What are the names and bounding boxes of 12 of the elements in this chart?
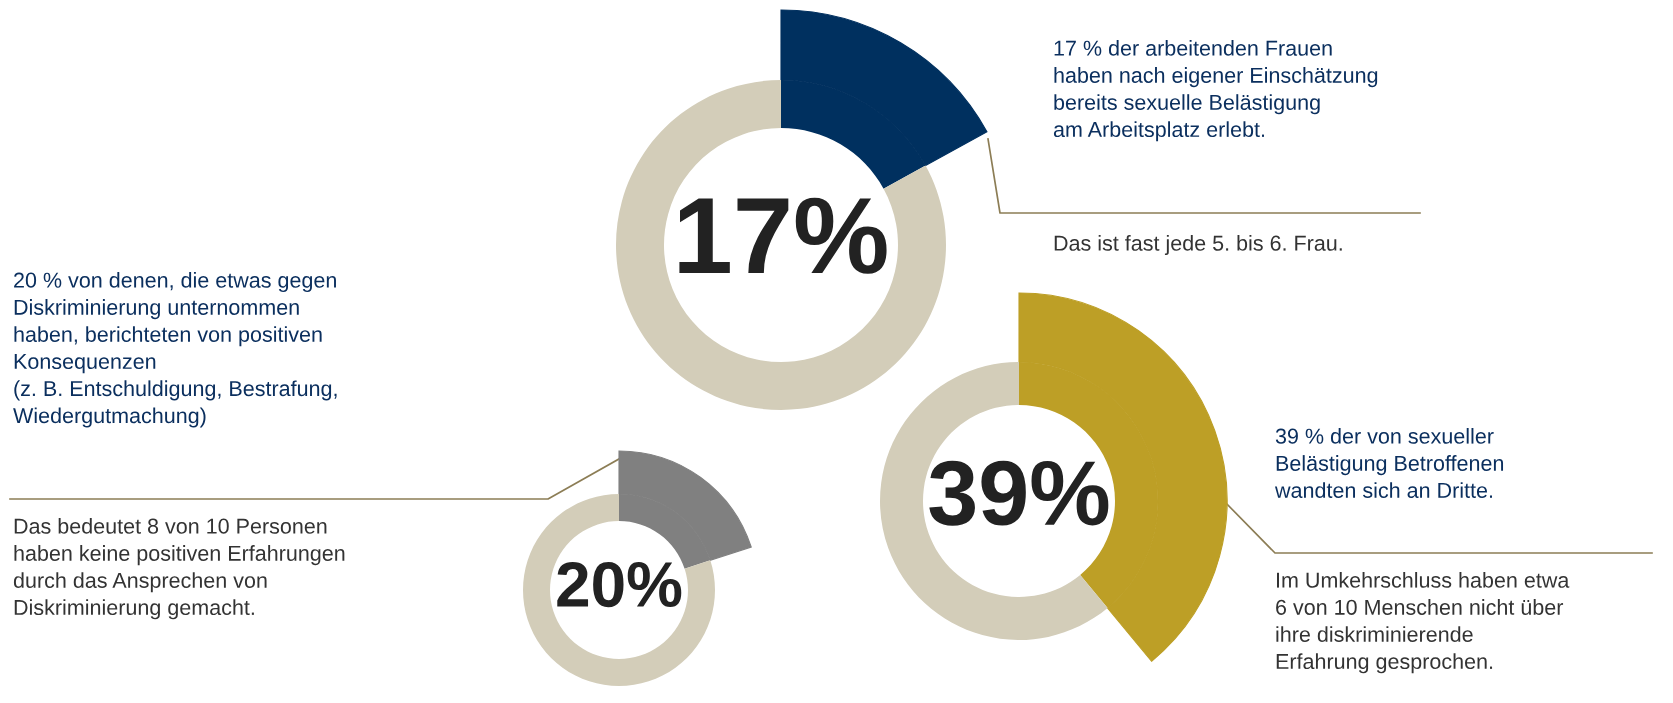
text: Im Umkehrschluss haben etwa 6 von 10 Menschen nicht über ihre diskriminierende Erfahrung gesprochen. [1276,572,1570,674]
donut-slice [523,494,715,686]
text: 20% [557,561,682,608]
donut-slice [880,362,1108,640]
text: Das ist fast jede 5. bis 6. Frau. [1054,235,1342,256]
text: 20 % von denen, die etwas gegen Diskriminierung unternommen haben, berichteten von positiven Konsequenzen (z. B. Entschuldigung, Bestrafung, Wiedergutmachung) [13,272,337,428]
text: Das bedeutet 8 von 10 Personen haben keine positiven Erfahrungen durch das Ansprechen von Diskriminierung gemacht. [13,518,345,620]
text: 17 % der arbeitenden Frauen haben nach eigener Einschätzung bereits sexuelle Belästigung am Arbeitsplatz erlebt. [1053,40,1378,142]
donut-slice [616,80,946,410]
text: 39 % der von sexueller Belästigung Betroffenen wandten sich an Dritte. [1274,428,1504,498]
text: 39% [929,460,1109,526]
text: 17% [679,197,887,274]
